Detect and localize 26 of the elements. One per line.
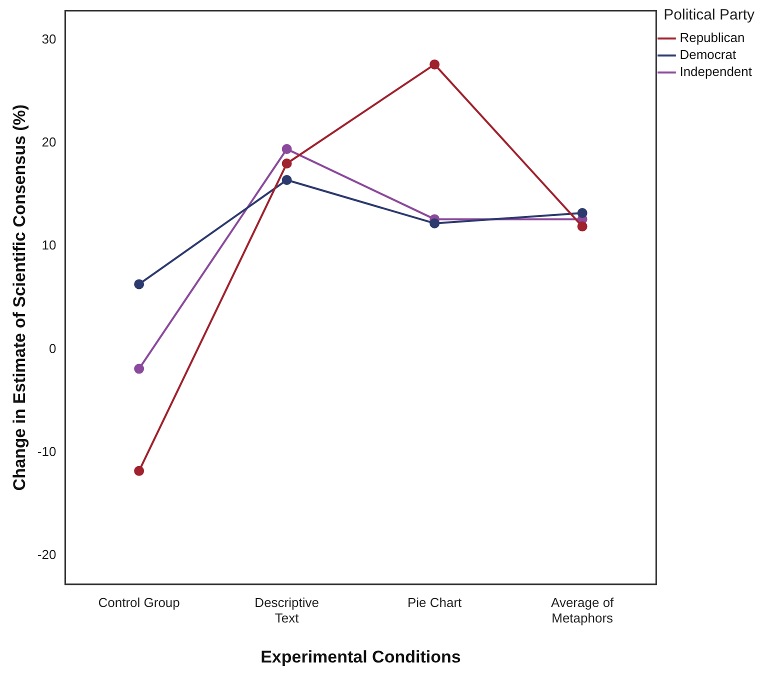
point [577,208,588,218]
y-tick-label: -10 [37,444,56,459]
point [282,144,292,154]
y-tick-label: 10 [42,238,56,253]
legend-label: Republican [680,30,745,46]
point [134,279,144,290]
point [282,158,292,168]
point [134,466,144,476]
x-axis-title: Experimental Conditions [260,647,461,666]
legend-title: Political Party [664,6,756,24]
y-tick-label: 0 [48,340,56,356]
x-tick-label: Descriptive Text [254,594,319,626]
x-tick-label: Average of Metaphors [551,594,614,626]
y-tick-label: -20 [37,547,56,562]
y-tick-label: 30 [42,31,56,46]
point [134,364,144,374]
point [430,59,440,70]
x-tick-label: Control Group [98,594,180,610]
y-tick-label: 20 [42,134,56,150]
point [430,218,440,228]
x-tick-label: Pie Chart [407,594,462,610]
legend-label: Democrat [680,47,736,62]
legend-label: Independent [680,64,752,80]
point [577,221,588,232]
y-axis-title: Change in Estimate of Scientific Consensus (%) [10,104,29,491]
point [282,174,292,185]
